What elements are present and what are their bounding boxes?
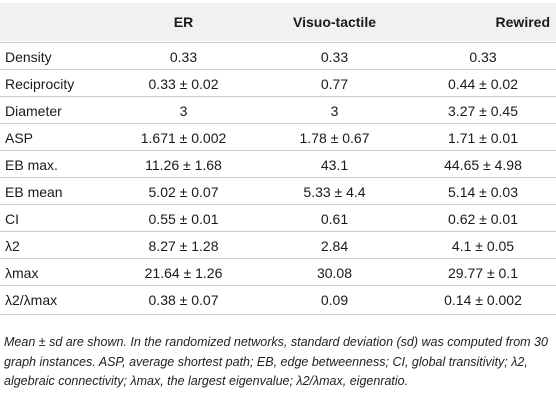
row-divider <box>0 204 556 205</box>
row-label: Diameter <box>5 102 62 119</box>
table-cell: 5.02 ± 0.07 <box>148 183 219 200</box>
table-cell: 0.33 ± 0.02 <box>148 75 219 92</box>
table-caption: Mean ± sd are shown. In the randomized n… <box>4 335 548 388</box>
table-header-row: ER Visuo-tactile Rewired <box>0 3 556 41</box>
table-cell: 0.33 <box>169 48 198 65</box>
table-cell: 30.08 <box>316 264 353 281</box>
row-label: EB mean <box>5 183 63 200</box>
table-cell: 0.77 <box>320 75 349 92</box>
row-label: Density <box>5 48 52 65</box>
table-row: Reciprocity 0.33 ± 0.02 0.77 0.44 ± 0.02 <box>0 70 556 97</box>
table-cell: 5.14 ± 0.03 <box>448 183 518 200</box>
table-cell: 0.55 ± 0.01 <box>148 210 219 227</box>
table-cell: 0.44 ± 0.02 <box>448 75 518 92</box>
row-divider <box>0 285 556 286</box>
table-cell: 0.14 ± 0.002 <box>444 291 522 308</box>
table-cell: 2.84 <box>320 237 349 254</box>
row-label: Reciprocity <box>5 75 75 92</box>
table-cell: 8.27 ± 1.28 <box>148 237 219 254</box>
table-row: Density 0.33 0.33 0.33 <box>0 43 556 70</box>
table-row: λ2/λmax 0.38 ± 0.07 0.09 0.14 ± 0.002 <box>0 286 556 313</box>
row-divider <box>0 42 556 43</box>
table-cell: 0.62 ± 0.01 <box>448 210 518 227</box>
table-cell: 0.09 <box>320 291 349 308</box>
row-divider <box>0 150 556 151</box>
table-cell: 0.33 <box>320 48 349 65</box>
table-cell: 21.64 ± 1.26 <box>144 264 223 281</box>
table-cell: 1.671 ± 0.002 <box>140 129 227 146</box>
table-cell: 3.27 ± 0.45 <box>448 102 518 119</box>
table-cell: 44.65 ± 4.98 <box>444 156 522 173</box>
row-label: EB max. <box>5 156 58 173</box>
table-row: Diameter 3 3 3.27 ± 0.45 <box>0 97 556 124</box>
row-label: λmax <box>5 264 39 281</box>
row-divider <box>0 231 556 232</box>
table-row: EB mean 5.02 ± 0.07 5.33 ± 4.4 5.14 ± 0.03 <box>0 178 556 205</box>
table-cell: 3 <box>179 102 188 119</box>
header-cell-rewired: Rewired <box>495 14 550 30</box>
row-label: λ2/λmax <box>5 291 58 308</box>
table-row: ASP 1.671 ± 0.002 1.78 ± 0.67 1.71 ± 0.01 <box>0 124 556 151</box>
table-cell: 1.78 ± 0.67 <box>299 129 370 146</box>
table-row: λmax 21.64 ± 1.26 30.08 29.77 ± 0.1 <box>0 259 556 286</box>
row-divider <box>0 123 556 124</box>
row-divider <box>0 258 556 259</box>
header-cell-visuo-tactile: Visuo-tactile <box>293 14 376 30</box>
table-cell: 11.26 ± 1.68 <box>145 156 222 173</box>
row-label: ASP <box>5 129 34 146</box>
table-cell: 0.38 ± 0.07 <box>148 291 219 308</box>
table-cell: 4.1 ± 0.05 <box>451 237 515 254</box>
table-row: EB max. 11.26 ± 1.68 43.1 44.65 ± 4.98 <box>0 151 556 178</box>
header-cell-er: ER <box>173 14 194 30</box>
row-divider <box>0 69 556 70</box>
row-label: λ2 <box>5 237 20 254</box>
row-divider <box>0 96 556 97</box>
table-row: CI 0.55 ± 0.01 0.61 0.62 ± 0.01 <box>0 205 556 232</box>
row-label: CI <box>5 210 19 227</box>
table-cell: 5.33 ± 4.4 <box>303 183 366 200</box>
table-cell: 1.71 ± 0.01 <box>448 129 518 146</box>
row-divider <box>0 177 556 178</box>
table-cell: 0.33 <box>469 48 497 65</box>
table-bottom-rule <box>0 314 556 315</box>
table-cell: 3 <box>330 102 339 119</box>
table-cell: 0.61 <box>320 210 349 227</box>
table-row: λ2 8.27 ± 1.28 2.84 4.1 ± 0.05 <box>0 232 556 259</box>
table-cell: 43.1 <box>320 156 349 173</box>
table-cell: 29.77 ± 0.1 <box>448 264 518 281</box>
